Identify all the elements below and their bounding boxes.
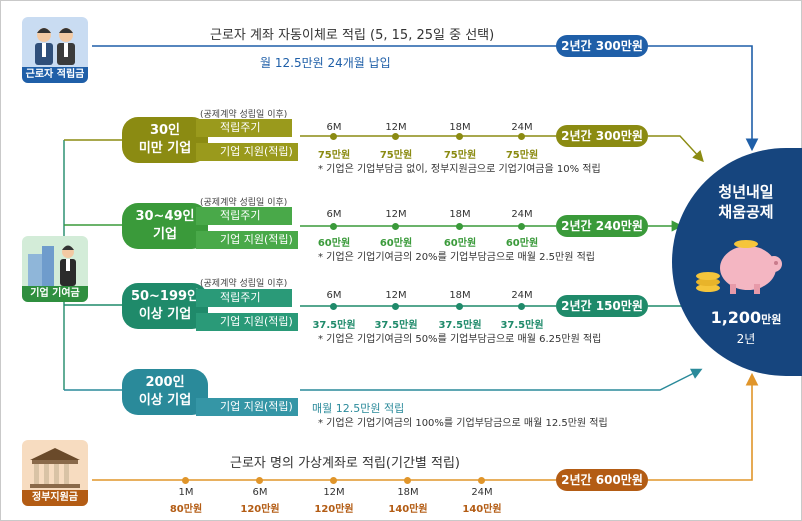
tier-50-199: 50~199인 이상 기업 (122, 283, 208, 329)
cycle-ribbon: 적립주기 (196, 289, 302, 307)
timeline-dot (392, 223, 399, 230)
result-title: 청년내일 채움공제 (718, 183, 774, 221)
timeline-dot (404, 477, 411, 484)
timeline-dot (518, 133, 525, 140)
support-ribbon: 기업 지원(적립)금 (196, 313, 308, 346)
amount-label: 140만원 (462, 504, 502, 515)
tier-note: * 기업은 기업부담금 없이, 정부지원금으로 기업기여금을 10% 적립 (318, 164, 601, 175)
month-label: 18M (449, 290, 471, 301)
timeline-dot (330, 133, 337, 140)
tier-30-49: 30~49인 기업 (122, 203, 208, 249)
amount-label: 60만원 (317, 238, 351, 249)
top-total-badge: 2년간 300만원 (556, 35, 648, 57)
timeline-dot (330, 223, 337, 230)
month-label: 24M (511, 290, 533, 301)
timeline-dot (392, 133, 399, 140)
icon-caption: 정부지원금 (22, 490, 88, 506)
top-subtitle: 월 12.5만원 24개월 납입 (260, 56, 391, 70)
amount-label: 75만원 (379, 150, 413, 161)
month-label: 6M (326, 290, 342, 301)
amount-label: 37.5만원 (312, 320, 356, 331)
month-label: 18M (449, 209, 471, 220)
icon-caption: 기업 기여금 (22, 286, 88, 302)
month-label: 18M (449, 122, 471, 133)
result-amount-value: 1,200 (710, 308, 762, 327)
government-building-icon (30, 448, 80, 488)
piggy-bank-icon (696, 240, 782, 294)
tier-200-plus: 200인 이상 기업 (122, 369, 208, 415)
timeline-dot (330, 303, 337, 310)
contract-note: (공제계약 성립일 이후) (200, 198, 288, 208)
amount-label: 120만원 (314, 504, 354, 515)
tier-under-30: 30인 미만 기업 (122, 117, 208, 163)
amount-label: 75만원 (443, 150, 477, 161)
timeline-dot (478, 477, 485, 484)
month-label: 12M (385, 290, 407, 301)
month-label: 1M (178, 487, 194, 498)
amount-label: 37.5만원 (438, 320, 482, 331)
amount-label: 60만원 (379, 238, 413, 249)
amount-label: 140만원 (388, 504, 428, 515)
timeline-dot (256, 477, 263, 484)
month-label: 12M (385, 209, 407, 220)
amount-label: 120만원 (240, 504, 280, 515)
amount-label: 60만원 (443, 238, 477, 249)
timeline-dot (392, 303, 399, 310)
bottom-total-badge: 2년간 600만원 (556, 469, 648, 491)
timeline-dot (182, 477, 189, 484)
worker-savings-icon: 근로자 적립금 (22, 17, 88, 83)
tier-total-badge: 2년간 240만원 (556, 215, 648, 237)
support-ribbon: 기업 지원(적립)금 (196, 143, 308, 176)
cycle-ribbon: 적립주기 (196, 207, 302, 225)
result-period: 2년 (736, 332, 756, 346)
bottom-title: 근로자 명의 가상계좌로 적립(기간별 적립) (230, 456, 460, 471)
timeline-dot (456, 133, 463, 140)
tier-note: * 기업은 기업기여금의 50%를 기업부담금으로 매월 6.25만원 적립 (318, 334, 602, 345)
support-ribbon: 기업 지원(적립)금 (196, 231, 308, 264)
timeline-dot (518, 223, 525, 230)
month-label: 6M (326, 209, 342, 220)
month-label: 12M (323, 487, 345, 498)
support-ribbon: 기업 지원(적립)금 (196, 398, 308, 431)
result-amount: 1,200만원 (700, 308, 792, 327)
month-label: 18M (397, 487, 419, 498)
company-contribution-icon: 기업 기여금 (22, 236, 88, 302)
contract-note: (공제계약 성립일 이후) (200, 110, 288, 120)
month-label: 24M (511, 122, 533, 133)
tier-total-badge: 2년간 150만원 (556, 295, 648, 317)
amount-label: 37.5만원 (500, 320, 544, 331)
month-label: 12M (385, 122, 407, 133)
cycle-ribbon: 적립주기 (196, 119, 302, 137)
buildings-illustration-icon (28, 245, 76, 286)
amount-label: 80만원 (169, 504, 203, 515)
amount-label: 75만원 (505, 150, 539, 161)
month-label: 6M (326, 122, 342, 133)
government-support-icon: 정부지원금 (22, 440, 88, 506)
icon-caption: 근로자 적립금 (22, 67, 88, 83)
month-label: 6M (252, 487, 268, 498)
result-amount-unit: 만원 (761, 313, 782, 326)
workers-illustration-icon (35, 28, 75, 65)
timeline-dot (456, 303, 463, 310)
top-title: 근로자 계좌 자동이체로 적립 (5, 15, 25일 중 선택) (210, 28, 495, 43)
timeline-dot (518, 303, 525, 310)
month-label: 24M (471, 487, 493, 498)
amount-label: 60만원 (505, 238, 539, 249)
amount-label: 37.5만원 (374, 320, 418, 331)
tier-note: * 기업은 기업기여금의 20%를 기업부담금으로 매월 2.5만원 적립 (318, 252, 595, 263)
month-label: 24M (511, 209, 533, 220)
monthly-amount: 매월 12.5만원 적립 (312, 402, 405, 415)
contract-note: (공제계약 성립일 이후) (200, 279, 288, 289)
timeline-dot (330, 477, 337, 484)
tier-note: * 기업은 기업기여금의 100%를 기업부담금으로 매월 12.5만원 적립 (318, 418, 608, 429)
tier-total-badge: 2년간 300만원 (556, 125, 648, 147)
amount-label: 75만원 (317, 150, 351, 161)
timeline-dot (456, 223, 463, 230)
